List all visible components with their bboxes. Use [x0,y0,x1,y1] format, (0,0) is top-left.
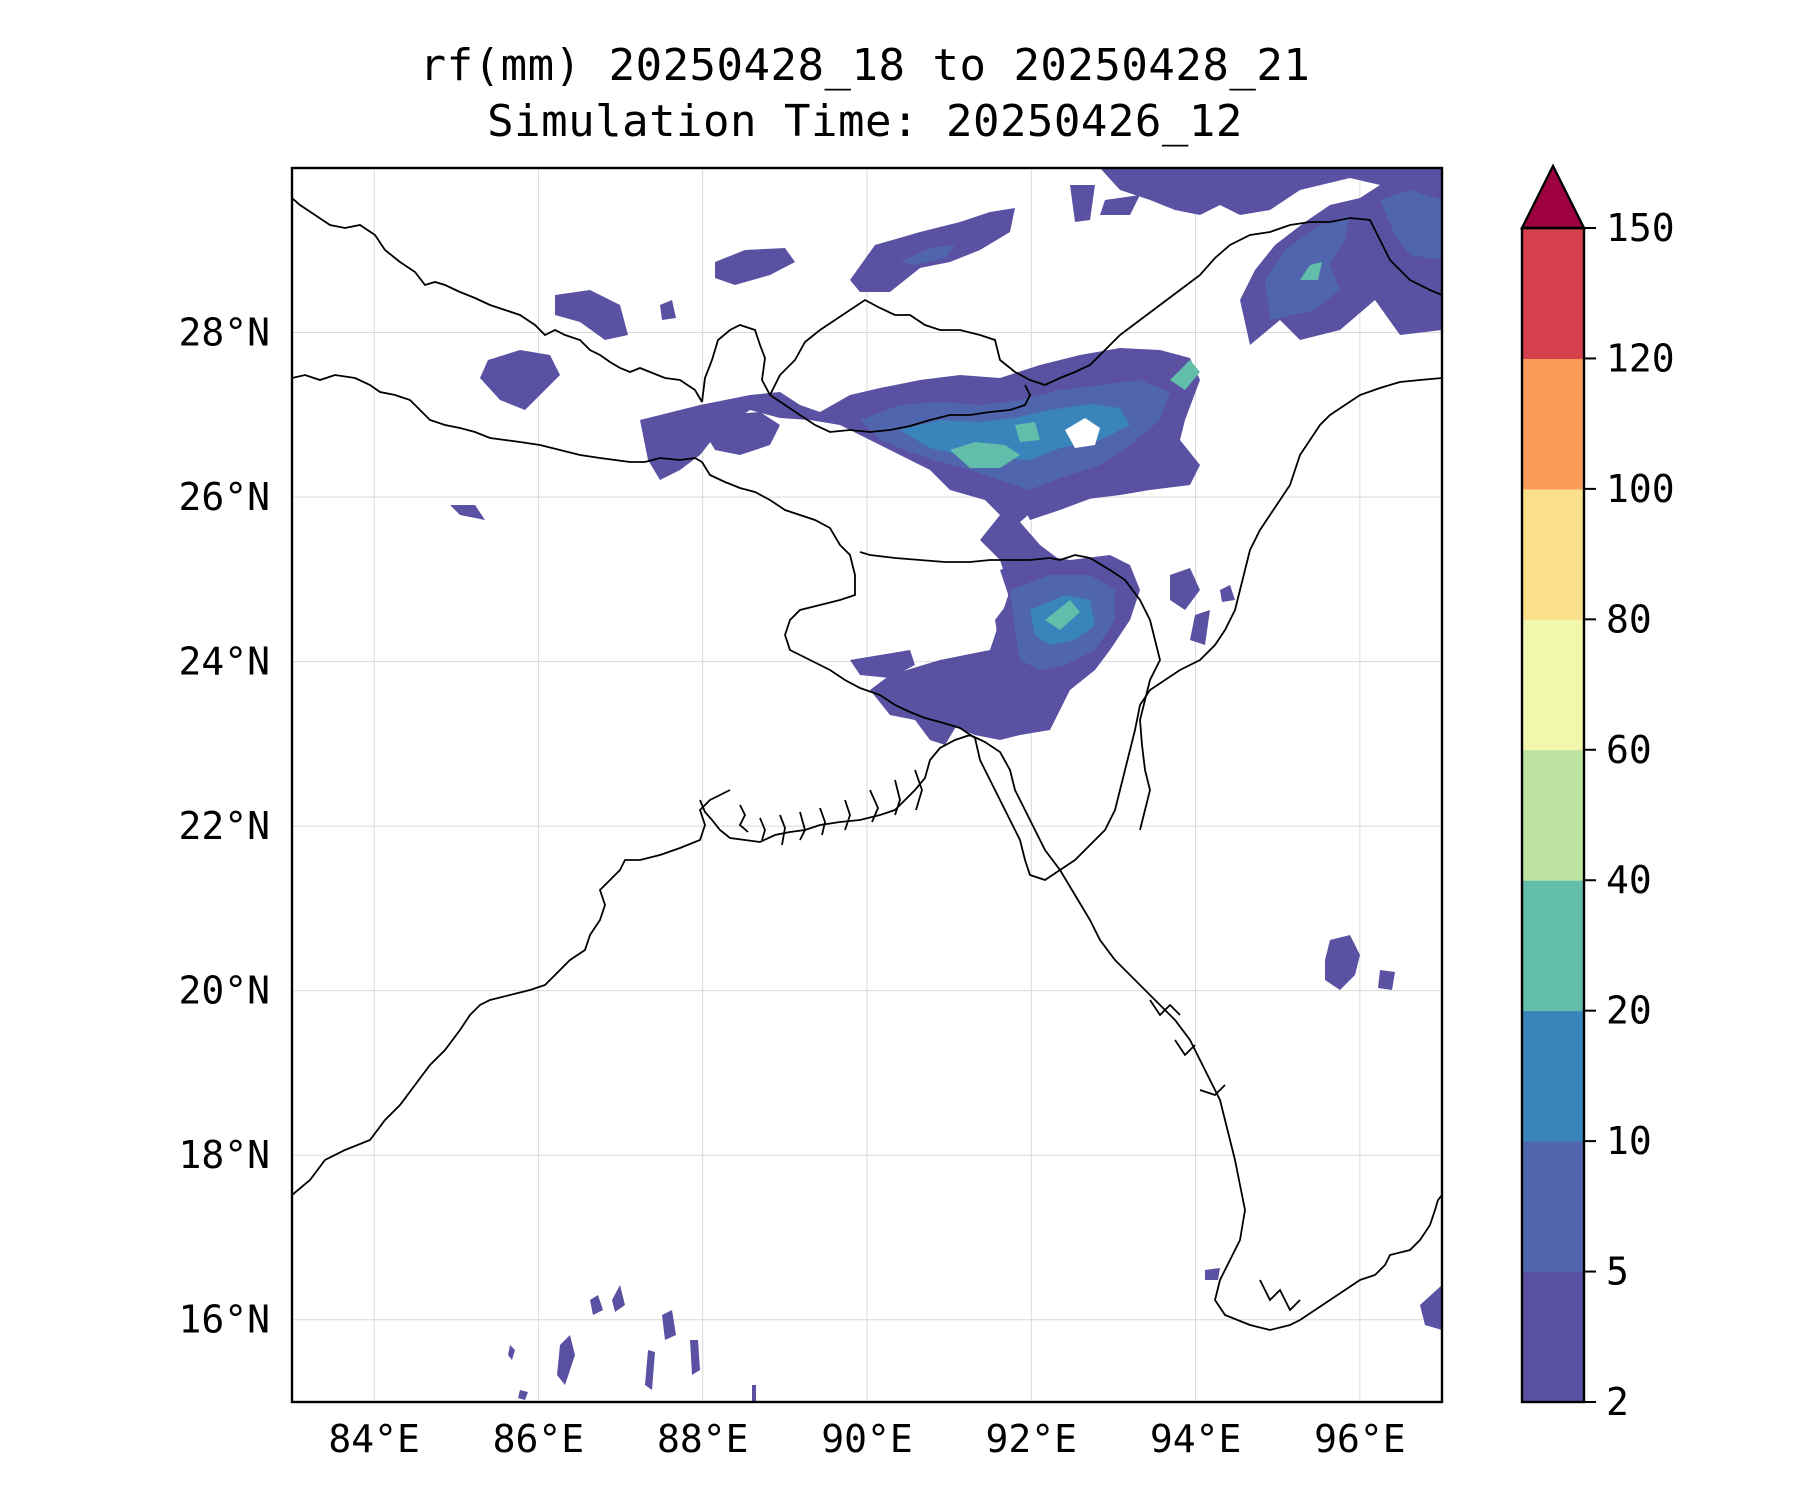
border-meghalaya-sylhet [859,551,1061,563]
lat-tick-label: 28°N [178,311,270,355]
border-tripura-mizoram [974,377,1442,881]
lon-tick-label: 84°E [328,1417,420,1461]
border-india-nepal-south [292,374,703,463]
map-title-line-1: rf(mm) 20250428_18 to 20250428_21 [419,40,1311,91]
longitude-ticks: 84°E 86°E 88°E 90°E 92°E 94°E 96°E [328,1417,1405,1461]
rain-cell-tibet-north [555,185,1095,340]
map-frame [290,166,1444,1404]
colorbar-block [1522,228,1584,359]
colorbar-labels: 2 5 10 20 40 60 80 100 120 150 [1584,206,1675,1424]
rainfall-field [450,168,1442,1402]
colorbar-block [1522,358,1584,490]
lat-tick-label: 26°N [178,475,270,519]
colorbar-level-label: 40 [1606,858,1652,902]
rain-cell-ne-india-band [640,348,1200,745]
lon-tick-label: 90°E [821,1417,913,1461]
latitude-ticks: 16°N 18°N 20°N 22°N 24°N 26°N 28°N [178,311,270,1342]
lon-tick-label: 94°E [1150,1417,1242,1461]
colorbar-level-label: 120 [1606,336,1675,380]
colorbar-frame [1520,226,1586,1404]
rain-cell-nepal [450,350,560,520]
colorbar-level-label: 2 [1606,1380,1629,1424]
lon-tick-label: 96°E [1314,1417,1406,1461]
colorbar-level-label: 5 [1606,1250,1629,1294]
colorbar-level-label: 10 [1606,1119,1652,1163]
colorbar-level-label: 60 [1606,728,1652,772]
colorbar-blocks [1522,228,1584,1403]
border-myanmar-india [1059,554,1161,831]
colorbar-block [1522,619,1584,751]
lon-tick-label: 86°E [493,1417,585,1461]
rain-cell-meghalaya [850,555,1235,740]
border-bhutan-north [769,217,1442,396]
colorbar-block [1522,488,1584,620]
lon-tick-label: 88°E [657,1417,749,1461]
map-title-line-2: Simulation Time: 20250426_12 [487,96,1243,147]
lat-tick-label: 18°N [178,1133,270,1177]
lat-tick-label: 24°N [178,640,270,684]
colorbar-block [1522,880,1584,1012]
colorbar-block [1522,1010,1584,1142]
colorbar-block [1522,1271,1584,1403]
rain-cell-bay-south [508,1285,756,1402]
lat-tick-label: 22°N [178,804,270,848]
colorbar-level-label: 80 [1606,597,1652,641]
border-bangladesh-india-west [701,461,976,739]
coastline-myanmar-islands [1149,999,1301,1312]
coastlines-and-borders [292,197,1442,1331]
colorbar-level-label: 20 [1606,989,1652,1033]
border-india-nepal-north [292,197,703,403]
colorbar-extend-triangle [1520,163,1586,230]
border-bhutan-sikkim [701,324,1032,433]
colorbar: 2 5 10 20 40 60 80 100 120 150 [1520,163,1675,1424]
lat-tick-label: 16°N [178,1298,270,1342]
lon-tick-label: 92°E [986,1417,1078,1461]
colorbar-block [1522,749,1584,881]
gridlines [292,168,1442,1402]
rain-cell-myanmar [1205,935,1442,1330]
colorbar-block [1522,1141,1584,1273]
coastline-sundarbans-islands [738,769,923,846]
coastline-india-east [292,789,731,1196]
colorbar-level-label: 150 [1606,206,1675,250]
lat-tick-label: 20°N [178,969,270,1013]
coastline-bangladesh [699,734,1442,1331]
rain-cell-northeast [1100,168,1442,345]
colorbar-level-label: 100 [1606,467,1675,511]
